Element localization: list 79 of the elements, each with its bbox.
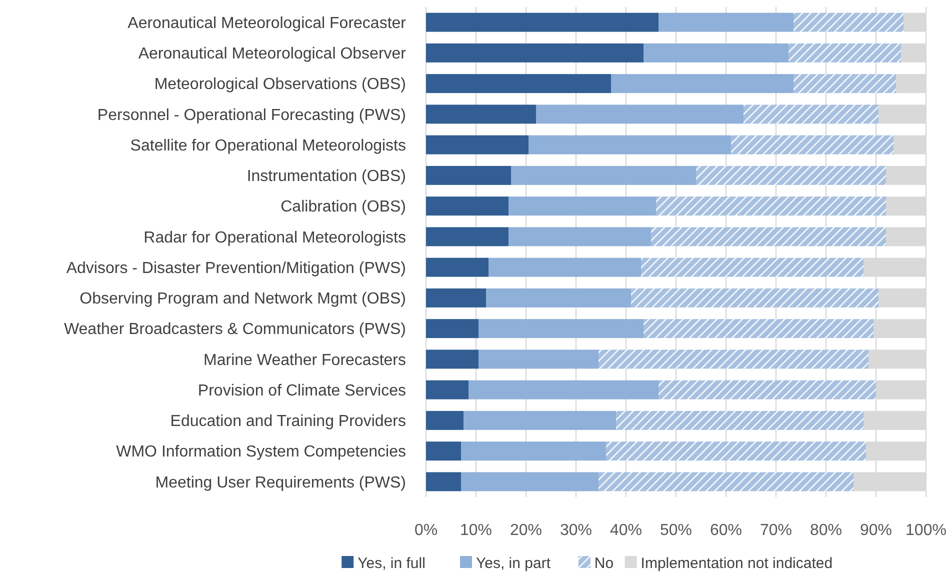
legend-label: Yes, in full xyxy=(358,555,426,572)
bar xyxy=(478,319,644,338)
bar xyxy=(426,12,658,32)
bar xyxy=(426,319,478,338)
bar xyxy=(528,135,731,154)
bar xyxy=(658,12,794,32)
bar xyxy=(426,74,611,94)
x-tick-label: 0% xyxy=(414,522,438,539)
bar xyxy=(508,196,656,216)
bar xyxy=(426,350,478,369)
bar xyxy=(426,442,461,461)
x-tick-label: 20% xyxy=(510,522,542,539)
x-tick-label: 70% xyxy=(760,522,792,539)
bar xyxy=(744,104,878,124)
bar xyxy=(426,410,464,430)
x-tick-label: 60% xyxy=(710,522,742,539)
x-tick-label: 40% xyxy=(610,522,642,539)
bar xyxy=(606,442,866,461)
bar xyxy=(426,43,644,62)
y-tick-label: Meteorological Observations (OBS) xyxy=(154,76,406,94)
bar xyxy=(788,43,901,62)
bar xyxy=(468,380,658,400)
y-tick-label: Satellite for Operational Meteorologists xyxy=(130,137,406,154)
y-tick-label: Education and Training Providers xyxy=(170,413,406,430)
bar xyxy=(631,288,878,308)
bar xyxy=(794,12,904,32)
bar xyxy=(696,166,886,185)
x-tick-label: 30% xyxy=(560,522,592,539)
bar xyxy=(461,472,598,492)
legend-label: Implementation not indicated xyxy=(640,555,833,572)
y-tick-label: Radar for Operational Meteorologists xyxy=(144,229,406,246)
bar xyxy=(598,350,868,369)
y-tick-label: Meeting User Requirements (PWS) xyxy=(155,474,406,492)
bar xyxy=(651,227,886,246)
y-tick-label: Aeronautical Meteorological Forecaster xyxy=(128,14,407,32)
bar xyxy=(486,288,631,308)
bar xyxy=(426,472,461,492)
x-tick-label: 100% xyxy=(906,522,946,539)
y-tick-label: Calibration (OBS) xyxy=(280,198,406,216)
legend-label: No xyxy=(594,555,614,572)
y-tick-label: Advisors - Disaster Prevention/Mitigation (PWS) xyxy=(66,260,406,277)
bar xyxy=(598,472,854,492)
bar xyxy=(794,74,896,94)
bar xyxy=(426,166,511,185)
x-tick-label: 50% xyxy=(660,522,692,539)
y-tick-label: Weather Broadcasters & Communicators (PWS) xyxy=(64,321,406,338)
bar xyxy=(536,104,744,124)
y-tick-label: Provision of Climate Services xyxy=(198,382,406,400)
bar xyxy=(511,166,696,185)
bar xyxy=(461,442,606,461)
bar xyxy=(464,410,616,430)
bar xyxy=(426,258,488,277)
bar xyxy=(641,258,864,277)
bar xyxy=(644,319,874,338)
bar xyxy=(478,350,598,369)
y-tick-label: Observing Program and Network Mgmt (OBS) xyxy=(80,290,406,308)
legend-label: Yes, in part xyxy=(476,555,552,572)
bar xyxy=(426,288,486,308)
bar xyxy=(426,227,508,246)
x-tick-label: 10% xyxy=(460,522,492,539)
bar xyxy=(611,74,794,94)
y-tick-label: WMO Information System Competencies xyxy=(116,444,406,461)
y-tick-label: Aeronautical Meteorological Observer xyxy=(138,46,407,63)
bar xyxy=(426,380,468,400)
x-tick-label: 90% xyxy=(860,522,892,539)
bar xyxy=(426,135,528,154)
y-tick-label: Marine Weather Forecasters xyxy=(204,352,406,369)
bar xyxy=(426,104,536,124)
y-tick-label: Instrumentation (OBS) xyxy=(246,168,406,186)
x-tick-label: 80% xyxy=(810,522,842,539)
bar xyxy=(616,410,864,430)
bar xyxy=(508,227,651,246)
bar xyxy=(731,135,894,154)
bar xyxy=(644,43,788,62)
y-tick-label: Personnel - Operational Forecasting (PWS) xyxy=(97,106,406,124)
bar xyxy=(488,258,641,277)
bar xyxy=(656,196,886,216)
bar xyxy=(658,380,876,400)
bar xyxy=(426,196,508,216)
